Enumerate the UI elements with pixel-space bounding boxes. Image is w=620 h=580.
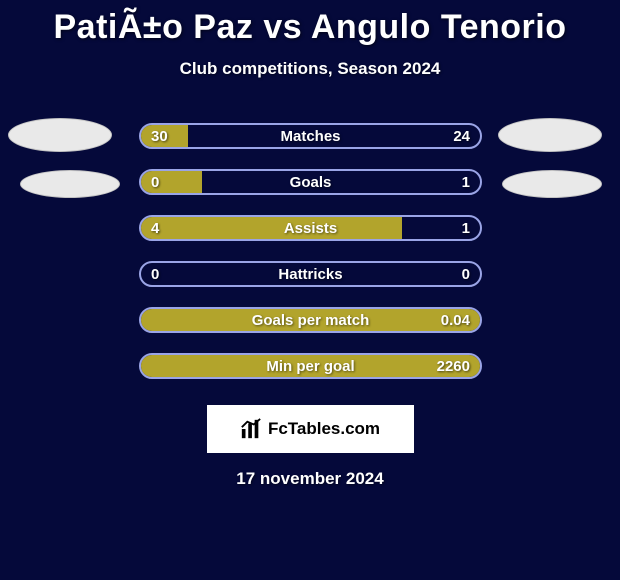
stat-row: 01Goals: [0, 161, 620, 207]
stat-row: 30 24Matches: [0, 115, 620, 161]
page-title: PatiÃ±o Paz vs Angulo Tenorio: [0, 8, 620, 47]
stat-row: 0.04Goals per match: [0, 299, 620, 345]
stat-value-right: 1: [462, 217, 470, 239]
stat-bar: 2260Min per goal: [139, 353, 482, 379]
player-ellipse-left: [20, 170, 120, 198]
stat-label: Hattricks: [141, 263, 480, 285]
brand-text: FcTables.com: [268, 419, 380, 439]
chart-icon: [240, 418, 262, 440]
stat-value-right: 2260: [437, 355, 470, 377]
stat-bar: 30 24Matches: [139, 123, 482, 149]
stat-value-right: 24: [453, 125, 470, 147]
subtitle: Club competitions, Season 2024: [0, 59, 620, 79]
bar-fill-left: [141, 355, 480, 377]
stat-row: 0 0Hattricks: [0, 253, 620, 299]
stat-value-right: 1: [462, 171, 470, 193]
player-ellipse-right: [498, 118, 602, 152]
bar-fill-left: [141, 217, 402, 239]
date-text: 17 november 2024: [0, 469, 620, 489]
stat-value-right: 0.04: [441, 309, 470, 331]
stat-value-right: 0: [462, 263, 470, 285]
player-ellipse-right: [502, 170, 602, 198]
player-ellipse-left: [8, 118, 112, 152]
stat-value-left: 4: [151, 217, 159, 239]
stat-bar: 01Goals: [139, 169, 482, 195]
stat-bar: 0 0Hattricks: [139, 261, 482, 287]
stat-bar: 0.04Goals per match: [139, 307, 482, 333]
stat-value-left: 0: [151, 171, 159, 193]
bar-fill-left: [141, 309, 480, 331]
brand-badge: FcTables.com: [207, 405, 414, 453]
stat-value-left: 30: [151, 125, 168, 147]
stat-rows: 3024Matches01Goals41Assists00Hattricks0.…: [0, 115, 620, 391]
stat-label: Matches: [141, 125, 480, 147]
stat-row: 2260Min per goal: [0, 345, 620, 391]
stat-row: 41Assists: [0, 207, 620, 253]
stat-value-left: 0: [151, 263, 159, 285]
stat-bar: 41Assists: [139, 215, 482, 241]
